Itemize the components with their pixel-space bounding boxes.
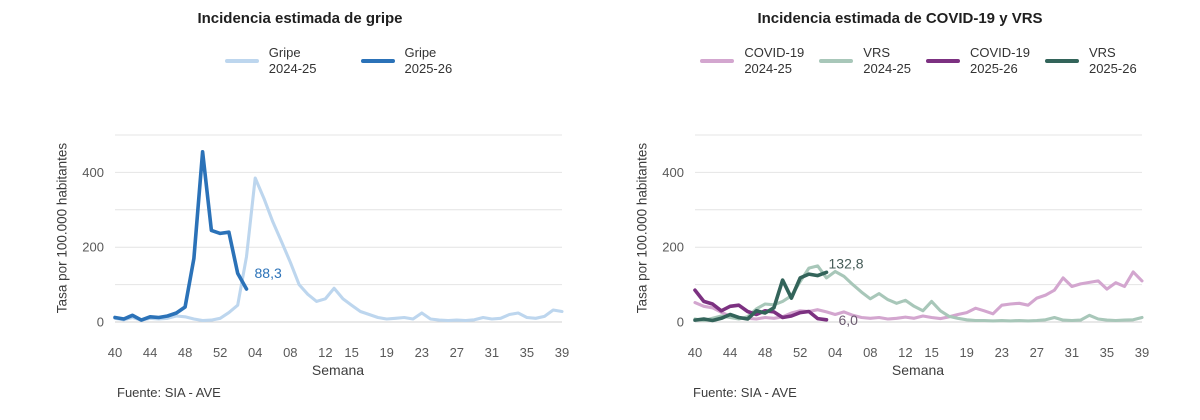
x-tick-label: 35 [1100, 345, 1114, 360]
y-tick-label: 400 [82, 165, 104, 180]
legend-swatch-covid-19-2025-26 [926, 59, 960, 63]
legend-label: Gripe 2025-26 [404, 45, 453, 76]
x-tick-label: 23 [995, 345, 1009, 360]
x-tick-label: 35 [520, 345, 534, 360]
series-line-vrs-2025-26 [693, 270, 829, 323]
y-tick-label: 0 [97, 315, 104, 330]
y-tick-label: 400 [662, 165, 684, 180]
covid-vrs-chart-title: Incidencia estimada de COVID-19 y VRS [757, 10, 1043, 27]
legend-label: VRS 2024-25 [863, 45, 911, 76]
x-tick-label: 40 [688, 345, 702, 360]
flu-legend: Gripe 2024-25 Gripe 2025-26 [115, 42, 562, 80]
x-tick-label: 04 [828, 345, 842, 360]
x-tick-label: 44 [723, 345, 737, 360]
source-note: Fuente: SIA - AVE [693, 385, 797, 400]
value-annotation: 6,0 [839, 312, 859, 328]
x-tick-label: 40 [108, 345, 122, 360]
x-tick-label: 08 [863, 345, 877, 360]
x-tick-label: 39 [555, 345, 569, 360]
value-annotation: 132,8 [829, 255, 864, 271]
x-tick-label: 31 [485, 345, 499, 360]
x-tick-label: 19 [959, 345, 973, 360]
x-tick-label: 44 [143, 345, 157, 360]
flu-chart: 0 200 400 40 44 48 52 04 08 12 15 19 23 27 31 35 39 88,3 [82, 134, 569, 360]
x-axis-title: Semana [891, 362, 945, 378]
legend-item-vrs-2025-26: VRS 2025-26 [1044, 45, 1137, 77]
flu-chart-title: Incidencia estimada de gripe [197, 10, 403, 27]
legend-item-covid-19-2024-25: COVID-19 2024-25 [700, 45, 804, 77]
legend-item-gripe-2025-26: Gripe 2025-26 [360, 45, 453, 77]
y-tick-label: 200 [82, 240, 104, 255]
x-tick-label: 15 [344, 345, 358, 360]
y-tick-label: 200 [662, 240, 684, 255]
legend-item-covid-19-2025-26: COVID-19 2025-26 [926, 45, 1030, 77]
flu-chart-panel: Incidencia estimada de gripe Gripe 2024-2… [54, 10, 570, 400]
legend-swatch-gripe-2024-25 [224, 59, 259, 63]
x-axis-title: Semana [311, 362, 365, 378]
legend-label: COVID-19 2024-25 [744, 45, 805, 76]
x-tick-label: 15 [924, 345, 938, 360]
y-tick-label: 0 [677, 315, 684, 330]
legend-label: Gripe 2024-25 [268, 45, 317, 76]
y-axis-title: Tasa por 100.000 habitantes [634, 142, 650, 314]
x-tick-label: 04 [248, 345, 262, 360]
x-tick-label: 12 [318, 345, 332, 360]
covid-vrs-legend: COVID-19 2024-25 VRS 2024-25 COVID-19 2025-26… [695, 42, 1142, 80]
legend-label: VRS 2025-26 [1088, 45, 1137, 76]
x-tick-label: 27 [1030, 345, 1044, 360]
legend-swatch-gripe-2025-26 [360, 59, 395, 63]
value-annotation: 88,3 [255, 265, 282, 281]
series-line-gripe-2024-25 [113, 176, 564, 323]
y-axis-title: Tasa por 100.000 habitantes [54, 142, 70, 314]
x-tick-label: 23 [415, 345, 429, 360]
source-note: Fuente: SIA - AVE [117, 385, 221, 400]
x-tick-label: 08 [283, 345, 297, 360]
series-line-covid-19-2024-25 [693, 270, 1144, 321]
covid-vrs-chart: 0 200 400 40 44 48 52 04 08 12 15 19 23 27 31 35 39 132,8… [662, 134, 1149, 360]
legend-swatch-vrs-2025-26 [1044, 59, 1079, 63]
x-tick-label: 31 [1065, 345, 1079, 360]
legend-label: COVID-19 2025-26 [970, 45, 1030, 76]
x-tick-label: 39 [1135, 345, 1149, 360]
legend-item-gripe-2024-25: Gripe 2024-25 [224, 45, 317, 77]
x-tick-label: 27 [450, 345, 464, 360]
x-tick-label: 19 [379, 345, 393, 360]
legend-swatch-vrs-2024-25 [819, 59, 854, 63]
x-tick-label: 12 [898, 345, 912, 360]
legend-swatch-covid-19-2024-25 [700, 59, 735, 63]
x-tick-label: 48 [178, 345, 192, 360]
covid-vrs-chart-panel: Incidencia estimada de COVID-19 y VRS CO… [600, 0, 1200, 420]
series-line-gripe-2025-26 [113, 150, 249, 322]
x-tick-label: 52 [793, 345, 807, 360]
series-line-vrs-2024-25 [693, 264, 1144, 323]
legend-item-vrs-2024-25: VRS 2024-25 [819, 45, 911, 77]
x-tick-label: 52 [213, 345, 227, 360]
x-tick-label: 48 [758, 345, 772, 360]
